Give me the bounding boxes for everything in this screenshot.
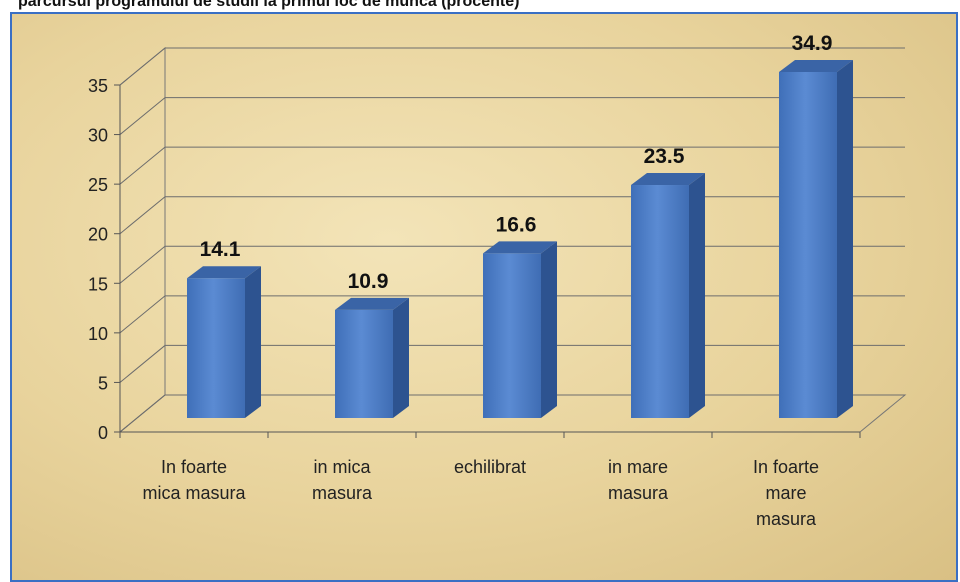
bar-side [689, 173, 705, 418]
grid-line [119, 47, 905, 86]
bar [187, 278, 245, 418]
grid-line [119, 146, 905, 185]
x-tick-label: echilibrat [453, 457, 527, 477]
bar [483, 253, 541, 418]
bar [779, 71, 837, 418]
bar-top [631, 173, 705, 186]
y-tick-label: 30 [88, 126, 108, 146]
value-label: 34.9 [792, 32, 833, 55]
chart-title: parcursul programului de studii la primu… [18, 0, 520, 10]
bar-top [779, 59, 853, 72]
value-label: 10.9 [348, 270, 389, 293]
grid-line [119, 97, 905, 135]
bar-side [245, 266, 261, 418]
bar-top [335, 297, 409, 310]
y-tick-label: 35 [88, 76, 108, 96]
bar-side [541, 241, 557, 418]
chart: 0 5 10 15 20 25 30 35 14.1 10.9 16.6 23.5 34.9 [88, 32, 907, 443]
y-tick-label: 0 [98, 423, 108, 443]
x-tick-label: in mica masura [311, 457, 373, 503]
x-tick-label: In foarte mica masura [142, 457, 246, 503]
y-tick-label: 20 [88, 225, 108, 245]
chart-frame: 0 5 10 15 20 25 30 35 14.1 10.9 16.6 23.5 34.9 In fo… [10, 12, 958, 582]
y-tick-label: 15 [88, 274, 108, 294]
x-tick-label: in mare masura [607, 457, 669, 503]
bar [631, 185, 689, 418]
x-tick-label: In foarte mare masura [752, 457, 820, 529]
y-tick-label: 10 [88, 324, 108, 344]
bar-side [837, 59, 853, 419]
back-wall [119, 46, 166, 434]
value-label: 23.5 [644, 145, 685, 168]
bar-top [483, 241, 557, 254]
y-tick-label: 5 [98, 373, 108, 393]
bar-side [393, 297, 409, 418]
bar-top [187, 266, 261, 279]
value-label: 16.6 [496, 213, 537, 236]
bar [335, 309, 393, 418]
y-tick-label: 25 [88, 175, 108, 195]
value-label: 14.1 [200, 238, 241, 261]
